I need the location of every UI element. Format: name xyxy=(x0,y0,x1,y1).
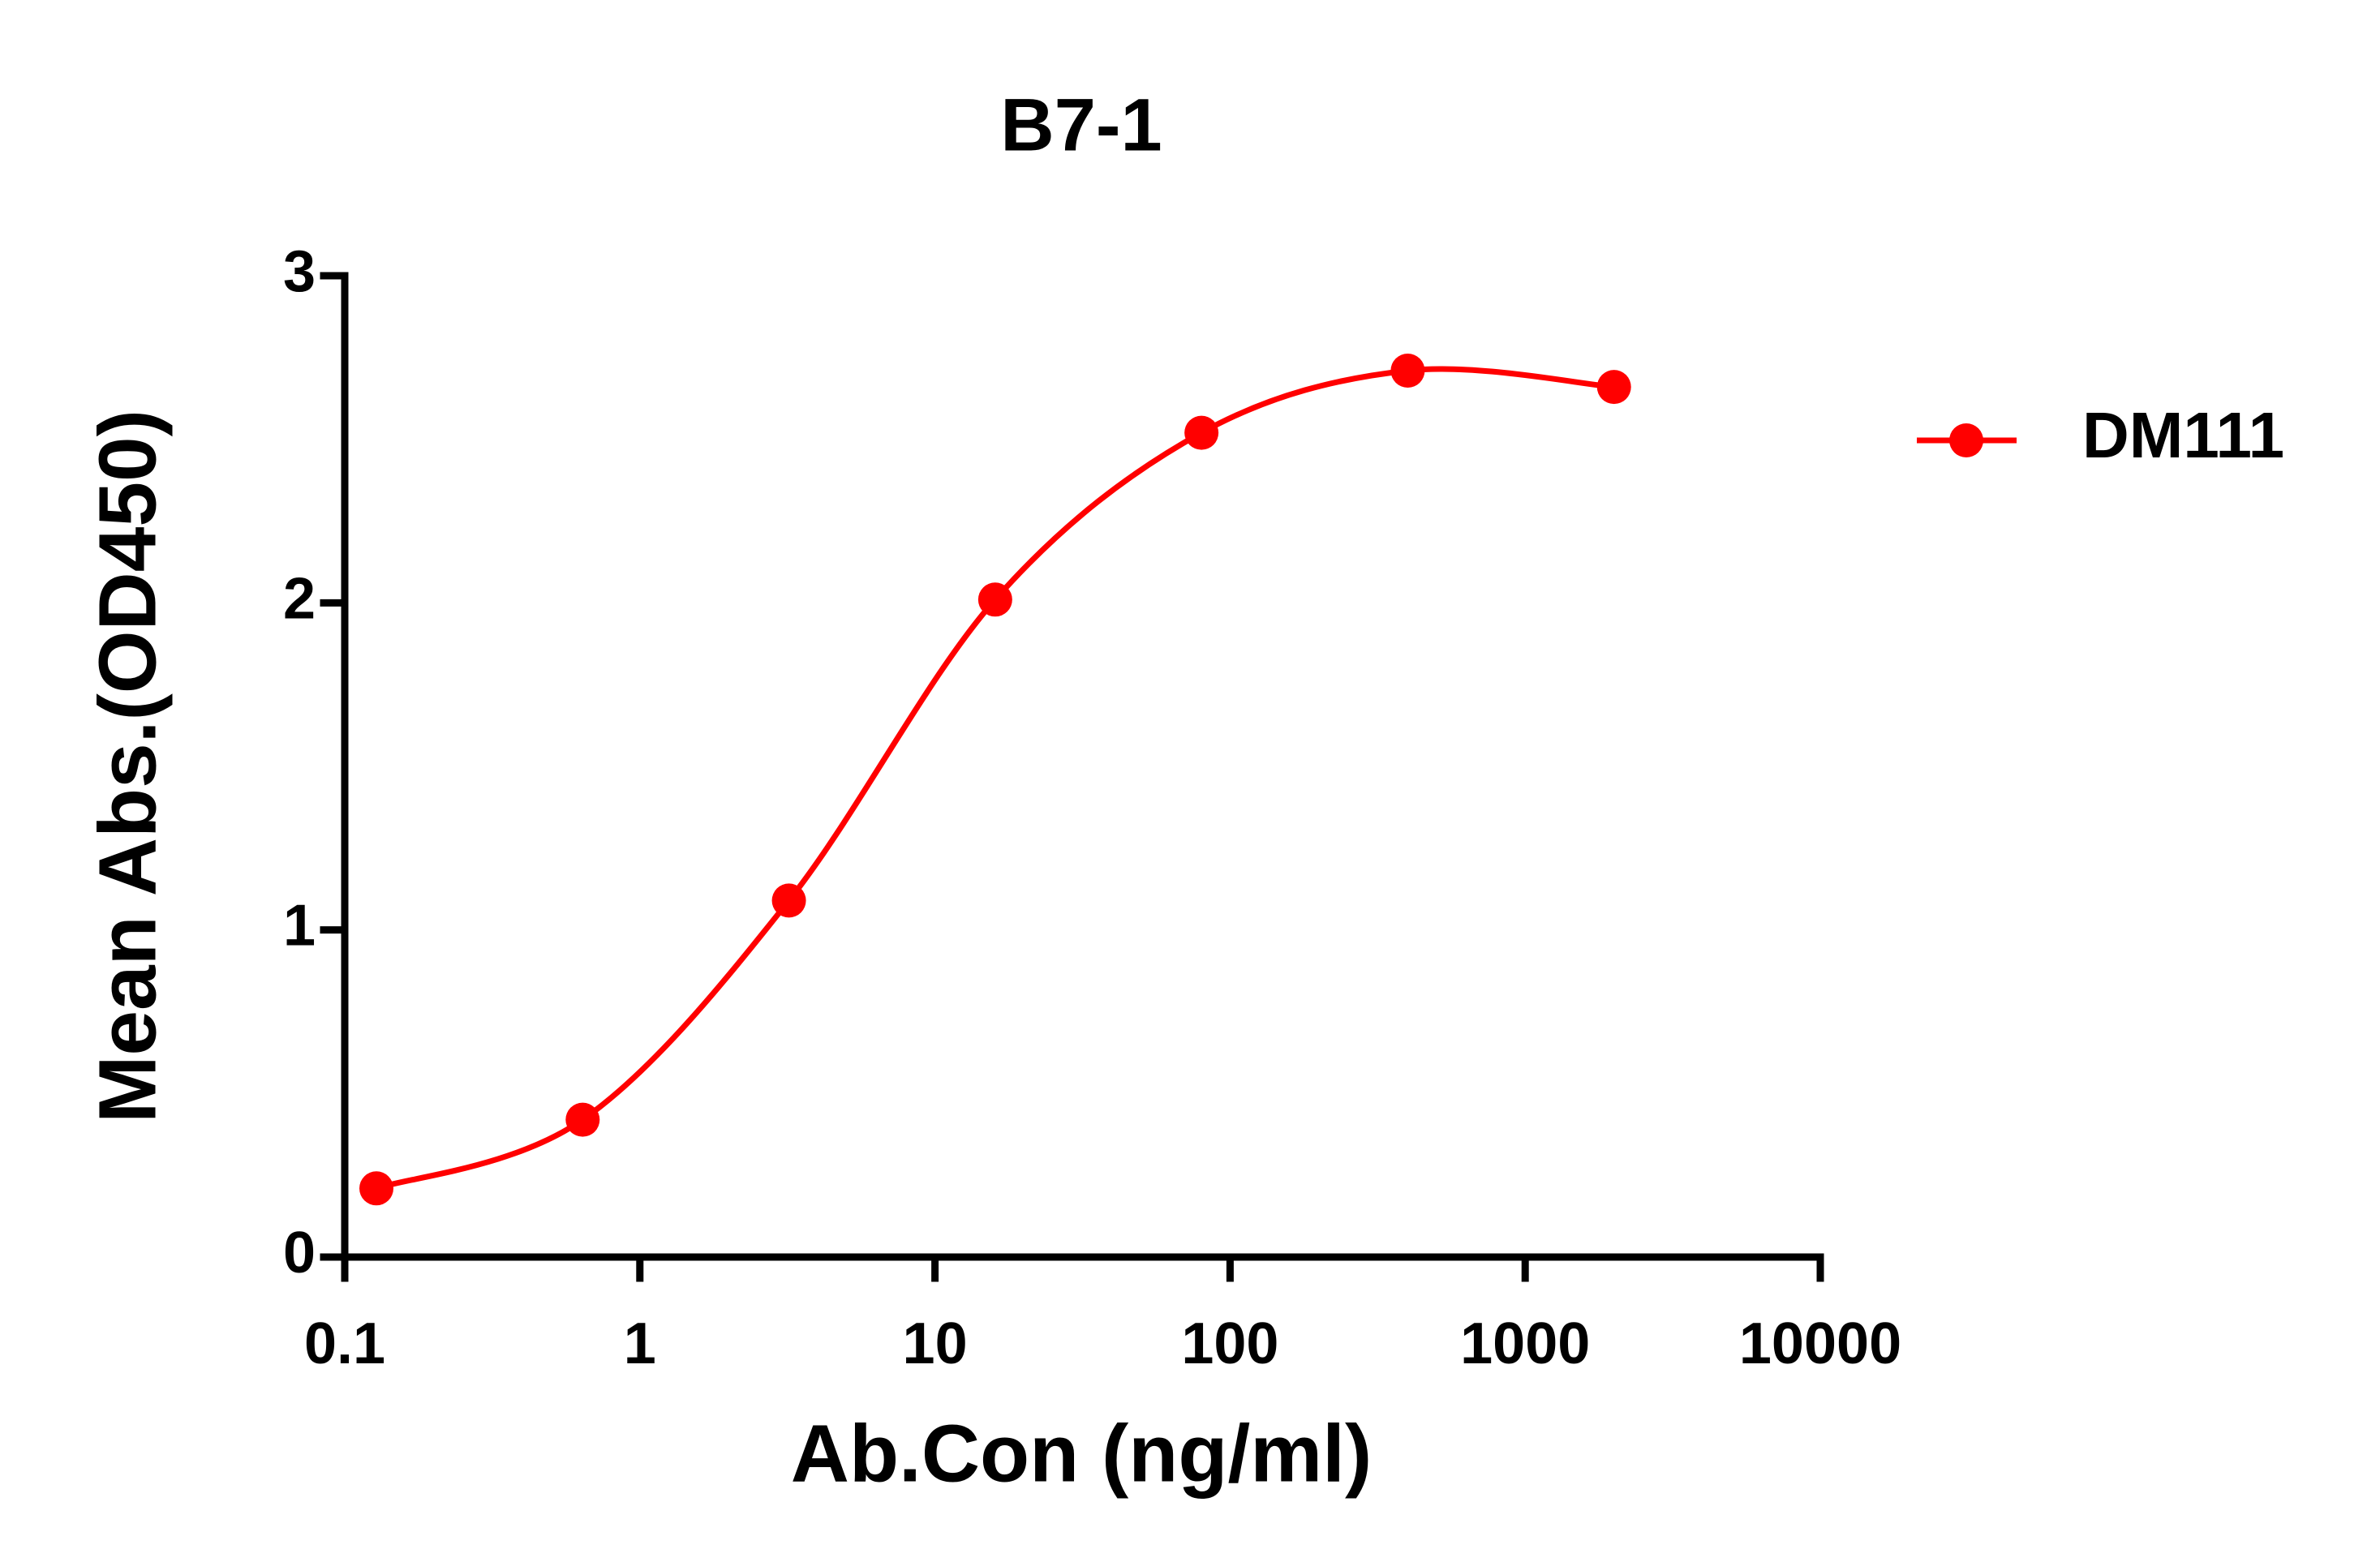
data-point xyxy=(1390,353,1425,388)
x-tick-label: 100 xyxy=(1181,1311,1278,1376)
x-tick-label: 10 xyxy=(903,1311,968,1376)
y-tick-label: 2 xyxy=(283,566,316,631)
y-tick-label: 1 xyxy=(283,894,316,959)
data-point xyxy=(565,1102,600,1137)
legend-marker xyxy=(1949,423,1983,457)
y-tick-label: 0 xyxy=(283,1221,316,1285)
data-point xyxy=(359,1171,394,1206)
x-axis-label: Ab.Con (ng/ml) xyxy=(791,1408,1373,1499)
data-point xyxy=(771,883,806,918)
x-tick-label: 1000 xyxy=(1460,1311,1590,1376)
y-tick-label: 3 xyxy=(283,239,316,304)
x-tick-label: 10000 xyxy=(1739,1311,1901,1376)
y-axis-label: Mean Abs.(OD450) xyxy=(82,410,173,1123)
data-point xyxy=(1596,370,1631,405)
x-tick-label: 1 xyxy=(624,1311,656,1376)
series-line xyxy=(375,366,1614,1191)
x-tick-label: 0.1 xyxy=(304,1311,385,1376)
data-point xyxy=(977,582,1012,617)
data-point xyxy=(1184,415,1219,450)
legend-label: DM111 xyxy=(2082,399,2284,471)
chart-title: B7-1 xyxy=(1000,84,1162,166)
